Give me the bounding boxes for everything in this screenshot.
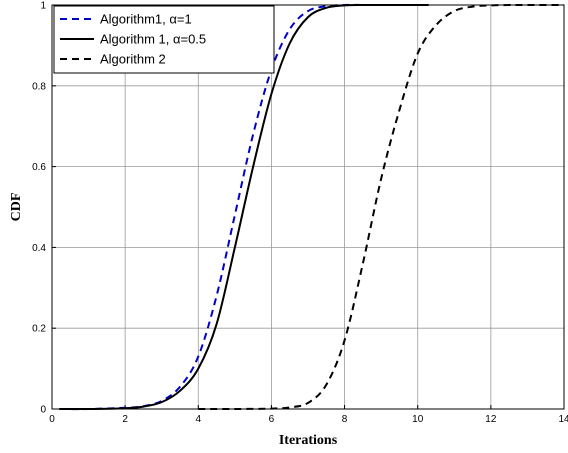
x-tick-label: 2 [122, 414, 128, 425]
y-tick-label: 0.8 [32, 81, 46, 92]
x-tick-label: 6 [269, 414, 275, 425]
x-tick-label: 8 [342, 414, 348, 425]
legend: Algorithm1, α=1 Algorithm 1, α=0.5 Algorit… [53, 5, 275, 74]
x-tick-label: 0 [49, 414, 55, 425]
x-tick-label: 4 [196, 414, 202, 425]
plot-frame [51, 4, 565, 410]
y-tick-label: 0 [40, 405, 46, 416]
x-tick-label: 10 [412, 414, 424, 425]
x-tick-label: 14 [558, 414, 568, 425]
y-tick-label: 0.2 [32, 324, 46, 335]
y-tick-label: 0.6 [32, 162, 46, 173]
y-axis-title: CDF [9, 193, 24, 222]
tick-labels: 0 2 4 6 8 10 12 14 0 0.2 0.4 0.6 0.8 1 [32, 1, 568, 426]
legend-label: Algorithm 2 [100, 52, 166, 67]
y-tick-label: 0.4 [32, 243, 46, 254]
series-algorithm2-line [198, 3, 564, 411]
y-tick-label: 1 [40, 1, 46, 12]
x-tick-label: 12 [485, 414, 497, 425]
legend-label: Algorithm 1, α=0.5 [100, 32, 206, 47]
legend-label: Algorithm1, α=1 [100, 12, 192, 27]
x-axis-title: Iterations [279, 433, 338, 448]
